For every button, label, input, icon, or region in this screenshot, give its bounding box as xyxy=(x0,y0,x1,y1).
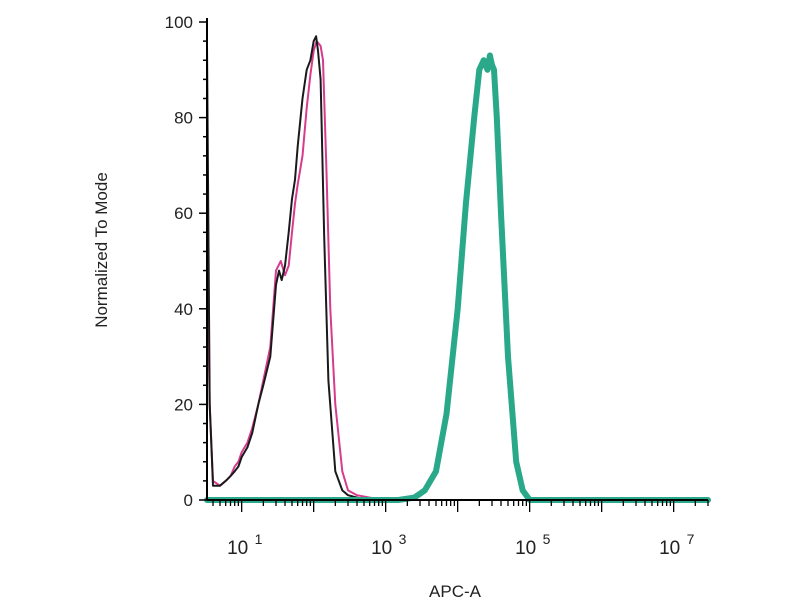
y-tick-label: 60 xyxy=(174,204,193,223)
x-axis-label: APC-A xyxy=(429,582,482,600)
x-tick-exponent: 1 xyxy=(255,531,263,547)
x-tick-label: 10 1 xyxy=(227,531,263,559)
series-line-2 xyxy=(206,35,387,501)
y-tick-label: 20 xyxy=(174,395,193,414)
series-line-3 xyxy=(204,52,711,503)
x-tick-exponent: 7 xyxy=(687,531,695,547)
x-tick-base: 10 xyxy=(371,538,392,559)
x-tick-label: 10 3 xyxy=(371,531,407,559)
x-tick-base: 10 xyxy=(659,538,680,559)
x-tick-base: 10 xyxy=(227,538,248,559)
x-tick-base: 10 xyxy=(515,538,536,559)
y-tick-label: 80 xyxy=(174,109,193,128)
series-line-1 xyxy=(206,40,421,501)
x-tick-label: 10 5 xyxy=(515,531,551,559)
series-layer xyxy=(204,35,711,503)
x-tick-exponent: 3 xyxy=(399,531,407,547)
x-tick-label: 10 7 xyxy=(659,531,695,559)
x-tick-exponent: 5 xyxy=(543,531,551,547)
y-tick-label: 40 xyxy=(174,300,193,319)
axes-layer: 0 20 40 60 80 100 10 1 10 3 10 5 10 7 xyxy=(165,13,709,559)
y-axis-label: Normalized To Mode xyxy=(92,172,111,328)
y-tick-label: 0 xyxy=(184,491,193,510)
y-tick-label: 100 xyxy=(165,13,193,32)
